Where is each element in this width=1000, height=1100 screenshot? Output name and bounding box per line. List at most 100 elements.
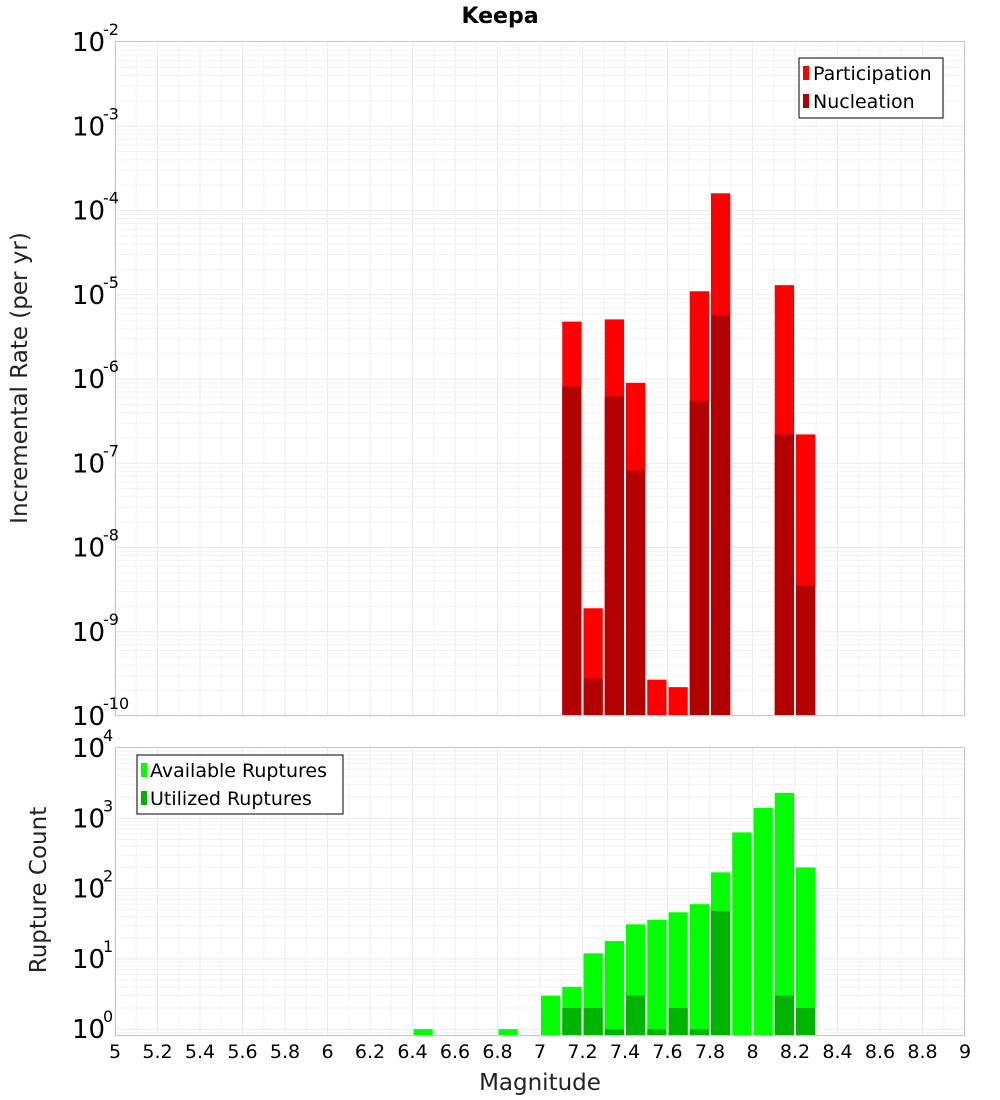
top-y-axis-label: Incremental Rate (per yr) (7, 232, 33, 524)
bottom-bar-s1 (796, 867, 816, 1036)
bottom-bar-s1 (774, 792, 794, 1036)
top-plot-grid (114, 42, 966, 717)
x-tick-label: 5.6 (227, 1041, 257, 1063)
bottom-bar-s2 (668, 1008, 688, 1036)
bottom-ytick-exponent: 2 (103, 867, 113, 886)
top-ytick-label: 10 (72, 365, 105, 395)
bottom-ytick-exponent: 3 (103, 796, 113, 815)
top-bar-s2 (711, 315, 731, 716)
bottom-bar-s2 (647, 1029, 667, 1036)
bottom-ytick-exponent: 4 (103, 726, 113, 745)
bottom-legend-box (136, 754, 344, 815)
top-ytick-exponent: -3 (103, 104, 119, 123)
chart-title: Keepa (461, 4, 538, 29)
x-tick-label: 8.8 (907, 1041, 937, 1063)
top-ytick-label: 10 (72, 534, 105, 564)
top-bar-s1 (668, 687, 688, 716)
top-bar-s2 (604, 396, 624, 716)
bottom-ytick-exponent: 0 (103, 1007, 113, 1026)
top-bar-s2 (583, 678, 603, 716)
top-ytick-exponent: -10 (103, 694, 129, 713)
top-ytick-exponent: -5 (103, 273, 119, 292)
top-ytick-label: 10 (72, 28, 105, 58)
x-tick-label: 8.2 (780, 1041, 810, 1063)
bottom-bar-s2 (562, 1008, 582, 1036)
bottom-bar-s2 (774, 995, 794, 1036)
top-bar-s2 (626, 470, 646, 716)
x-tick-label: 5 (109, 1041, 121, 1063)
bottom-ytick-label: 10 (72, 875, 105, 905)
x-tick-label: 8.6 (865, 1041, 895, 1063)
x-tick-label: 9 (959, 1041, 971, 1063)
bottom-ytick-label: 10 (72, 945, 105, 975)
bottom-ytick-label: 10 (72, 734, 105, 764)
bottom-bar-s1 (604, 940, 624, 1036)
x-tick-label: 7.8 (695, 1041, 725, 1063)
bottom-bar-s2 (583, 1008, 603, 1036)
bottom-bar-s2 (711, 911, 731, 1036)
top-ytick-label: 10 (72, 281, 105, 311)
bottom-legend: Available Ruptures Utilized Ruptures (136, 754, 344, 815)
x-tick-label: 6.2 (355, 1041, 385, 1063)
legend-swatch-available (141, 763, 147, 777)
legend-label-utilized-ruptures: Utilized Ruptures (150, 788, 312, 810)
legend-label-participation: Participation (813, 63, 932, 85)
top-ytick-label: 10 (72, 702, 105, 732)
x-tick-label: 6.4 (397, 1041, 427, 1063)
top-bar-s2 (796, 585, 816, 716)
legend-swatch-participation (803, 66, 809, 80)
bottom-bar-s2 (604, 1029, 624, 1036)
top-ytick-label: 10 (72, 449, 105, 479)
top-ytick-exponent: -2 (103, 20, 119, 39)
x-tick-labels: 5 5.2 5.4 5.6 5.8 6 6.2 6.4 6.6 6.8 7 7.2 7.4 7.6 7.8 8… (109, 1041, 971, 1063)
bottom-bar-s1 (498, 1029, 518, 1036)
legend-swatch-utilized (141, 791, 147, 805)
x-axis-label: Magnitude (479, 1070, 601, 1096)
top-ytick-exponent: -4 (103, 189, 119, 208)
x-tick-label: 8 (746, 1041, 758, 1063)
top-legend-box (798, 57, 944, 119)
x-tick-label: 7 (534, 1041, 546, 1063)
x-tick-label: 5.2 (142, 1041, 172, 1063)
x-tick-label: 5.4 (185, 1041, 215, 1063)
top-bar-s1 (647, 679, 667, 716)
top-ytick-label: 10 (72, 112, 105, 142)
bottom-plot-bars (413, 792, 816, 1036)
top-ytick-exponent: -6 (103, 357, 119, 376)
bottom-bar-s2 (626, 995, 646, 1036)
top-bar-s2 (562, 386, 582, 716)
bottom-y-axis-label: Rupture Count (26, 807, 52, 973)
top-plot-frame (115, 41, 965, 716)
x-tick-label: 6.6 (440, 1041, 470, 1063)
bottom-bar-s1 (668, 912, 688, 1036)
bottom-bar-s1 (541, 995, 561, 1036)
legend-label-nucleation: Nucleation (813, 91, 915, 113)
legend-label-available-ruptures: Available Ruptures (150, 760, 327, 782)
bottom-bar-s1 (689, 904, 709, 1036)
x-tick-label: 5.8 (270, 1041, 300, 1063)
top-ytick-label: 10 (72, 197, 105, 227)
bottom-ytick-label: 10 (72, 804, 105, 834)
x-tick-label: 6.8 (482, 1041, 512, 1063)
bottom-bar-s1 (732, 832, 752, 1036)
x-tick-label: 6 (321, 1041, 333, 1063)
bottom-bar-s1 (413, 1029, 433, 1036)
bottom-bar-s2 (689, 1029, 709, 1036)
bottom-ytick-label: 10 (72, 1015, 105, 1045)
top-ytick-exponent: -9 (103, 610, 119, 629)
top-legend: Participation Nucleation (798, 57, 944, 119)
bottom-plot-frame (115, 747, 965, 1036)
top-bar-s2 (774, 434, 794, 716)
x-tick-label: 7.2 (567, 1041, 597, 1063)
legend-swatch-nucleation (803, 94, 809, 108)
top-plot-bars (562, 193, 816, 717)
top-ytick-exponent: -8 (103, 526, 119, 545)
bottom-bar-s1 (753, 808, 773, 1036)
x-tick-label: 7.6 (652, 1041, 682, 1063)
bottom-bar-s1 (647, 919, 667, 1036)
x-tick-label: 7.4 (610, 1041, 640, 1063)
top-ytick-exponent: -7 (103, 441, 119, 460)
